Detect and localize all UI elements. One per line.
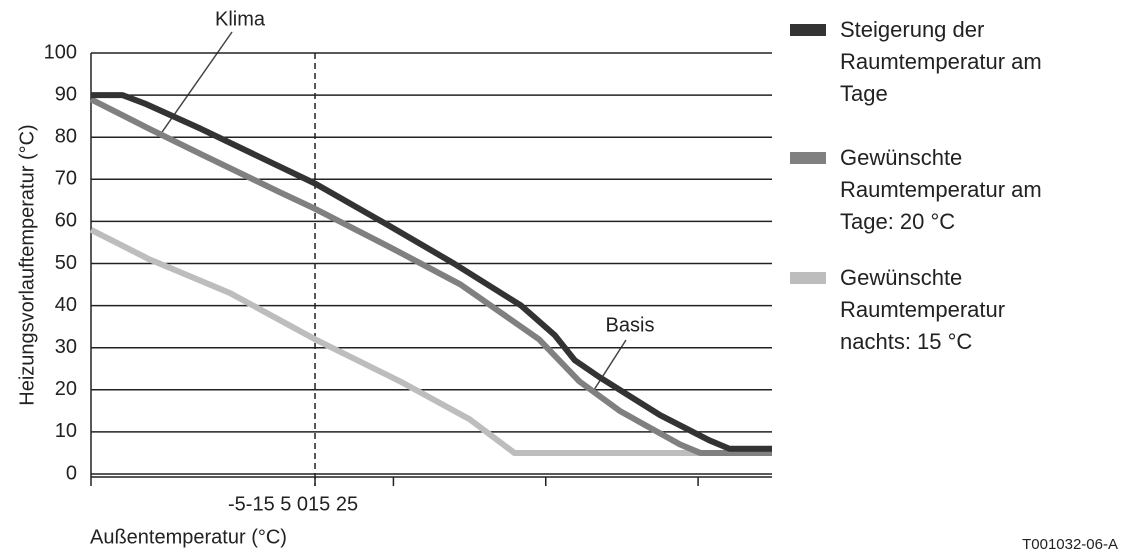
y-tick-label: 30 xyxy=(55,336,77,358)
y-tick-label: 20 xyxy=(55,378,77,400)
y-tick-label: 60 xyxy=(55,210,77,232)
y-axis-label: Heizungsvorlauftemperatur (°C) xyxy=(16,124,38,405)
y-tick-label: 70 xyxy=(55,168,77,190)
y-tick-label: 10 xyxy=(55,420,77,442)
legend-label: Steigerung der Raumtemperatur am Tage xyxy=(840,17,1042,106)
y-tick-label: 90 xyxy=(55,83,77,105)
y-tick-label: 50 xyxy=(55,252,77,274)
x-axis-label: Außentemperatur (°C) xyxy=(90,526,287,548)
legend-swatch xyxy=(790,24,826,36)
legend-label: Gewünschte Raumtemperatur nachts: 15 °C xyxy=(840,265,1006,354)
y-tick-label: 0 xyxy=(66,462,77,484)
legend-label: Gewünschte Raumtemperatur am Tage: 20 °C xyxy=(840,145,1042,234)
annotation: Klima xyxy=(215,8,266,30)
footer-code: T001032-06-A xyxy=(1022,536,1118,553)
series-line xyxy=(89,227,772,456)
series-line xyxy=(91,92,772,452)
annotation: Basis xyxy=(606,314,655,336)
annotation-pointer xyxy=(591,339,627,394)
y-tick-label: 100 xyxy=(44,41,77,63)
y-tick-label: 80 xyxy=(55,125,77,147)
x-tick-text: -5-15 5 015 25 xyxy=(228,493,358,515)
annotation-pointer xyxy=(159,31,233,136)
legend-swatch xyxy=(790,152,826,164)
legend-swatch xyxy=(790,272,826,284)
y-tick-label: 40 xyxy=(55,294,77,316)
series-line xyxy=(89,96,772,456)
